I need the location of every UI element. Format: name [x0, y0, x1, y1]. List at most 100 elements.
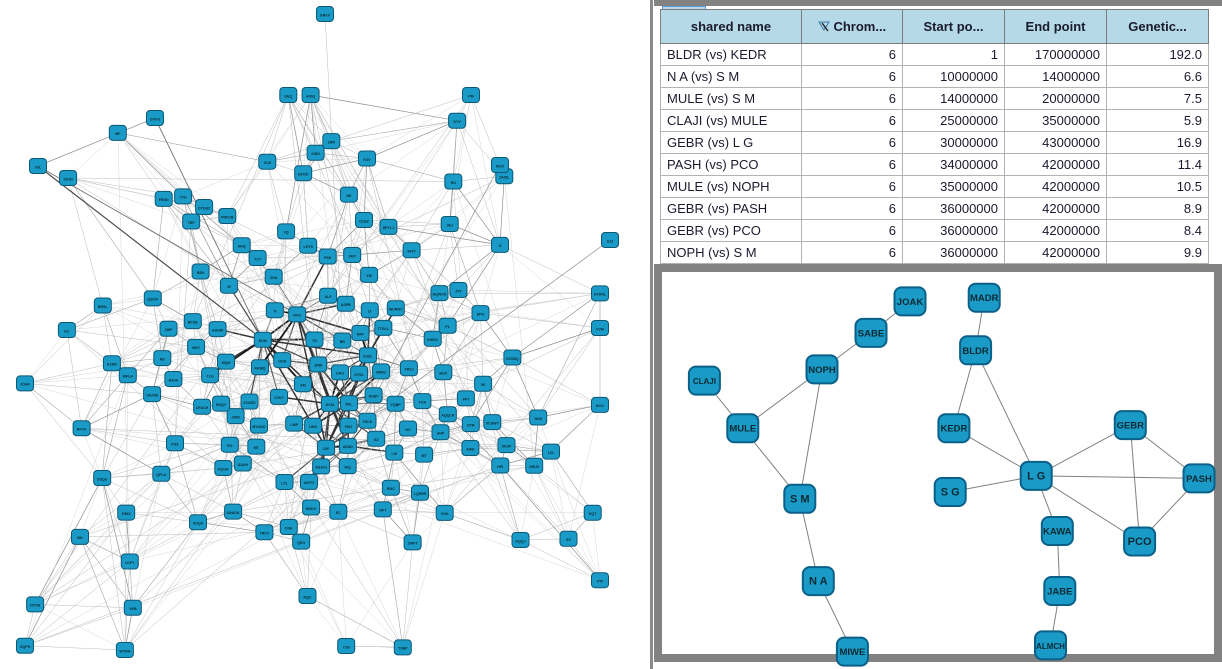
svg-text:TBF: TBF — [188, 221, 196, 225]
svg-text:ZRR: ZRR — [328, 140, 336, 144]
svg-text:MADR: MADR — [970, 293, 999, 304]
svg-text:UAO: UAO — [336, 372, 344, 376]
svg-text:XII: XII — [481, 383, 485, 387]
svg-text:RBX: RBX — [197, 271, 205, 275]
svg-text:TOA: TOA — [419, 400, 427, 404]
svg-text:LXL: LXL — [281, 481, 289, 485]
svg-text:PM: PM — [468, 94, 473, 98]
svg-text:ZKJN: ZKJN — [63, 177, 73, 181]
svg-text:NFL: NFL — [346, 403, 354, 407]
svg-text:NFF: NFF — [357, 332, 365, 336]
svg-text:MT: MT — [254, 446, 260, 450]
svg-text:NQC: NQC — [304, 595, 312, 599]
svg-text:ZAISL: ZAISL — [499, 176, 510, 180]
svg-text:YQBP: YQBP — [391, 403, 402, 407]
svg-text:PCO: PCO — [1128, 536, 1152, 548]
svg-text:UWYZ: UWYZ — [304, 481, 315, 485]
svg-text:DPU: DPU — [477, 312, 485, 316]
svg-text:NAVA: NAVA — [169, 378, 179, 382]
svg-text:PASH: PASH — [1186, 474, 1212, 485]
svg-text:TG: TG — [312, 339, 317, 343]
svg-text:FFT: FFT — [463, 398, 470, 402]
svg-text:MOX: MOX — [496, 164, 505, 168]
svg-text:HQWVD: HQWVD — [433, 292, 447, 296]
svg-text:EQT: EQT — [589, 512, 597, 516]
svg-text:HPI: HPI — [497, 465, 503, 469]
svg-text:RFVX: RFVX — [77, 428, 87, 432]
svg-text:NIL: NIL — [35, 165, 42, 169]
svg-text:LSI: LSI — [392, 452, 398, 456]
svg-text:SJZ: SJZ — [607, 239, 614, 243]
svg-text:AQQLN: AQQLN — [441, 414, 454, 418]
svg-text:EO: EO — [227, 444, 232, 448]
svg-text:ASPB: ASPB — [341, 303, 351, 307]
svg-text:MF: MF — [115, 132, 121, 136]
svg-text:CLB: CLB — [264, 161, 272, 165]
svg-text:ALMCH: ALMCH — [1036, 642, 1065, 651]
svg-text:ULF: ULF — [325, 295, 333, 299]
svg-text:BFOE: BFOE — [188, 320, 199, 324]
svg-text:AAHW: AAHW — [212, 328, 224, 332]
svg-text:ZWFT: ZWFT — [408, 542, 419, 546]
svg-text:NE: NE — [346, 194, 352, 198]
svg-text:OXVG: OXVG — [150, 117, 161, 121]
svg-text:LZL: LZL — [548, 451, 555, 455]
svg-text:OQPH: OQPH — [20, 645, 31, 649]
svg-text:QEO: QEO — [297, 541, 305, 545]
svg-text:LQERR: LQERR — [414, 492, 427, 496]
svg-text:XZCBQ: XZCBQ — [506, 357, 519, 361]
svg-text:YW: YW — [366, 274, 372, 278]
svg-text:RU: RU — [451, 181, 457, 185]
svg-text:JOHF: JOHF — [20, 383, 30, 387]
svg-text:WURNC: WURNC — [389, 308, 403, 312]
svg-text:ZHA: ZHA — [270, 276, 278, 280]
svg-text:QSICF: QSICF — [147, 298, 159, 302]
svg-text:WYRH: WYRH — [119, 649, 130, 653]
svg-text:PQGG: PQGG — [218, 467, 229, 471]
svg-text:TLG: TLG — [207, 375, 214, 379]
svg-text:NPT: NPT — [379, 509, 387, 513]
svg-text:NVO: NVO — [293, 314, 301, 318]
svg-text:CLAJI: CLAJI — [693, 377, 716, 386]
svg-text:GRXV: GRXV — [320, 13, 331, 17]
svg-text:NNS: NNS — [534, 417, 542, 421]
svg-text:QPLA: QPLA — [156, 473, 166, 477]
svg-text:ZCNZD: ZCNZD — [243, 401, 256, 405]
svg-text:YTK: YTK — [180, 196, 188, 200]
svg-text:EFOD: EFOD — [298, 173, 308, 177]
svg-text:JRW: JRW — [314, 364, 323, 368]
svg-text:L G: L G — [1027, 470, 1045, 482]
svg-text:MXDV: MXDV — [306, 507, 317, 511]
svg-text:PSA: PSA — [171, 443, 179, 447]
svg-text:VTF: VTF — [597, 580, 605, 584]
svg-text:FSN: FSN — [324, 256, 332, 260]
svg-text:SABE: SABE — [858, 328, 884, 339]
svg-text:XMNZ: XMNZ — [376, 371, 387, 375]
svg-text:UNS: UNS — [309, 425, 317, 429]
svg-text:BGX: BGX — [439, 372, 447, 376]
svg-text:NC: NC — [405, 428, 411, 432]
svg-text:BRSL: BRSL — [98, 305, 109, 309]
svg-text:JEJ: JEJ — [446, 223, 452, 227]
svg-text:EC: EC — [336, 511, 341, 515]
svg-text:LKFY: LKFY — [125, 561, 135, 565]
svg-text:MT: MT — [421, 454, 427, 458]
svg-text:FWIS: FWIS — [122, 512, 132, 516]
svg-text:MIWE: MIWE — [839, 647, 865, 658]
svg-text:VQ: VQ — [283, 231, 288, 235]
svg-text:LEYS: LEYS — [304, 245, 314, 249]
svg-text:YCT: YCT — [254, 257, 262, 261]
svg-text:AWE: AWE — [466, 447, 475, 451]
svg-text:NTSL: NTSL — [354, 373, 364, 377]
svg-text:UAUH: UAUH — [238, 463, 249, 467]
svg-text:OCN: OCN — [278, 359, 286, 363]
svg-text:NOPH: NOPH — [808, 365, 836, 376]
svg-text:XCSWY: XCSWY — [486, 421, 500, 425]
svg-text:IHTV: IHTV — [408, 250, 417, 254]
svg-text:XGQK: XGQK — [193, 522, 204, 526]
svg-text:AIOQ: AIOQ — [306, 94, 315, 98]
svg-text:PNFCB: PNFCB — [221, 215, 234, 219]
svg-text:KAWA: KAWA — [1043, 527, 1072, 538]
svg-text:MQM: MQM — [222, 361, 231, 365]
svg-text:FBSN: FBSN — [159, 198, 169, 202]
